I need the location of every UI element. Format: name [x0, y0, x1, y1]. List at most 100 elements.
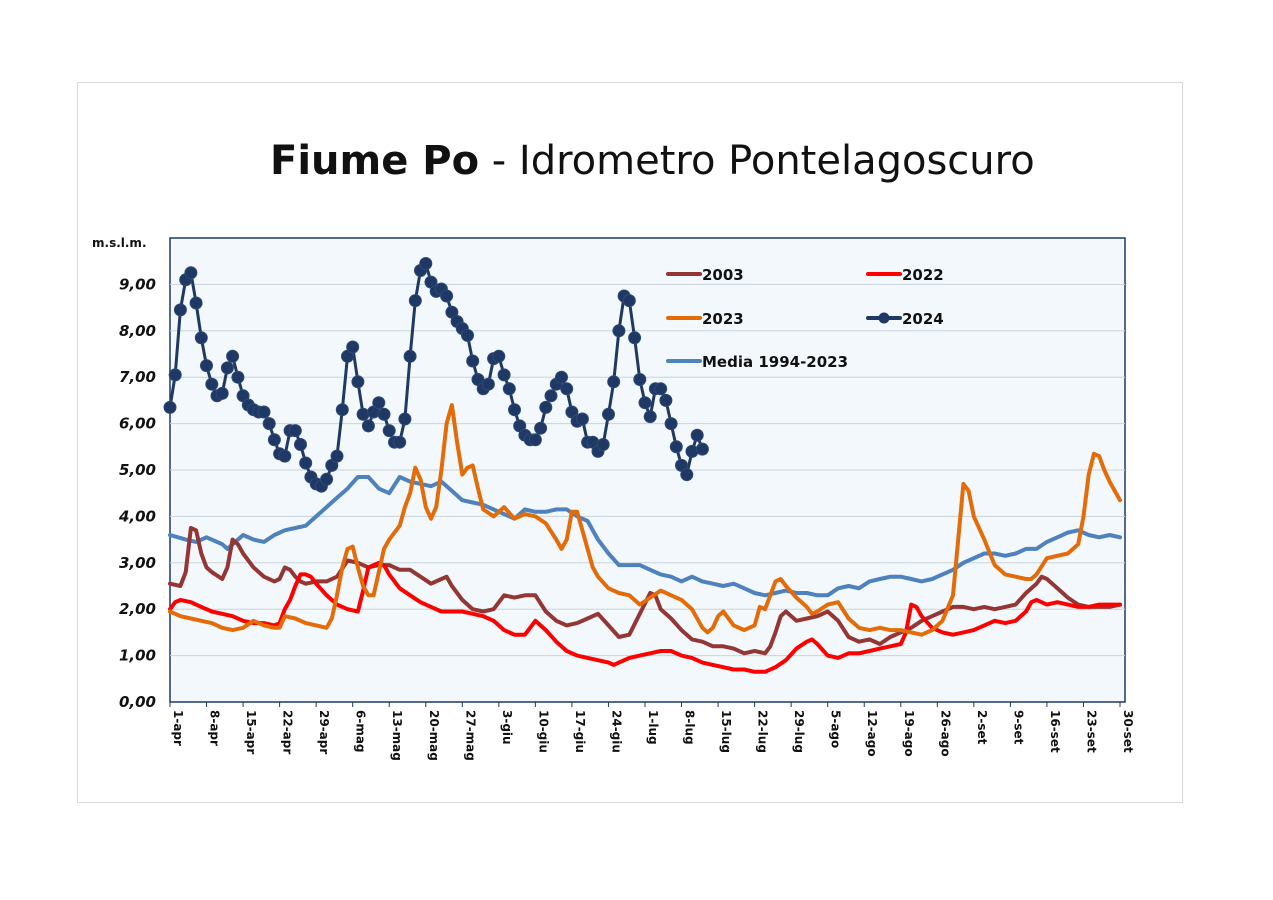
data-point-2024	[320, 472, 334, 486]
x-tick-label: 13-mag	[390, 710, 404, 761]
x-tick-label: 29-lug	[792, 710, 806, 753]
y-tick-label: 9,00	[119, 275, 156, 293]
data-point-2024	[497, 368, 511, 382]
x-tick-label: 27-mag	[463, 710, 477, 761]
data-point-2024	[466, 354, 480, 368]
series-line-media-1994-2023	[168, 475, 1122, 598]
data-point-2024	[502, 382, 516, 396]
series-layer	[163, 257, 1122, 674]
data-point-2024	[257, 405, 271, 419]
data-point-2024	[461, 328, 474, 342]
data-point-2024	[226, 349, 240, 363]
data-point-2024	[638, 396, 652, 410]
data-point-2024	[492, 349, 506, 363]
data-point-2024	[330, 449, 344, 463]
y-tick-label: 0,00	[119, 693, 156, 711]
data-point-2024	[372, 396, 386, 410]
data-point-2024	[555, 370, 568, 384]
chart-title: Fiume Po - Idrometro Pontelagoscuro	[270, 138, 1035, 184]
data-point-2024	[220, 361, 234, 375]
data-point-2024	[534, 421, 548, 435]
data-point-2024	[231, 370, 245, 384]
legend-marker-2024	[878, 312, 890, 324]
legend: 2003 2022 2023 2024 Media 1994-2023	[666, 266, 944, 371]
data-point-2024	[278, 449, 292, 463]
data-point-2024	[481, 377, 495, 391]
x-tick-label: 2-set	[975, 710, 989, 745]
data-point-2024	[382, 424, 396, 438]
data-point-2024	[262, 417, 276, 431]
data-point-2024	[356, 407, 370, 421]
x-tick-label: 15-apr	[244, 710, 258, 754]
data-point-2024	[575, 412, 589, 426]
data-point-2024	[267, 433, 281, 447]
data-point-2024	[173, 303, 187, 317]
data-point-2024	[440, 289, 454, 303]
data-point-2024	[596, 438, 610, 451]
y-tick-label: 5,00	[119, 461, 156, 479]
y-tick-label: 6,00	[119, 415, 156, 433]
data-point-2024	[633, 373, 647, 386]
y-tick-label: 3,00	[119, 554, 156, 572]
series-line-2023	[168, 403, 1122, 637]
chart-title-bold: Fiume Po	[270, 138, 480, 184]
legend-label-2024: 2024	[902, 310, 944, 328]
x-tick-label: 8-lug	[683, 710, 697, 745]
legend-label-2003: 2003	[702, 266, 744, 284]
y-axis-unit-label: m.s.l.m.	[92, 236, 147, 250]
data-point-2024	[299, 456, 313, 470]
data-point-2024	[168, 368, 182, 382]
data-point-2024	[602, 407, 615, 421]
data-point-2024	[184, 266, 198, 280]
data-point-2024	[393, 435, 407, 449]
data-point-2024	[539, 400, 553, 414]
x-tick-label: 6-mag	[354, 710, 368, 753]
data-point-2024	[622, 294, 636, 308]
x-tick-label: 5-ago	[829, 710, 843, 748]
x-tick-label: 29-apr	[317, 710, 331, 754]
data-point-2024	[664, 417, 678, 431]
data-point-2024	[659, 393, 673, 407]
data-point-2024	[690, 428, 704, 442]
data-point-2024	[294, 438, 307, 451]
x-tick-label: 26-ago	[938, 710, 952, 757]
data-point-2024	[351, 375, 365, 389]
data-point-2024	[508, 403, 521, 417]
x-tick-label: 12-ago	[865, 710, 879, 757]
data-point-2024	[200, 359, 213, 373]
data-point-2024	[377, 407, 391, 421]
data-point-2024	[163, 400, 177, 414]
y-tick-label: 4,00	[118, 507, 156, 525]
x-tick-label: 22-apr	[281, 710, 295, 754]
legend-label-2023: 2023	[702, 310, 744, 328]
data-point-2024	[680, 468, 694, 482]
data-point-2024	[628, 331, 642, 345]
x-tick-label: 24-giu	[609, 710, 623, 753]
x-axis-ticks: 1-apr 8-apr 15-apr 22-apr 29-apr 6-mag 13-mag 2…	[169, 702, 1135, 761]
x-tick-label: 10-giu	[536, 710, 550, 753]
x-tick-label: 1-apr	[171, 710, 185, 746]
legend-label-media-1994-2023: Media 1994-2023	[702, 353, 848, 371]
x-tick-label: 15-lug	[719, 710, 733, 753]
data-point-2024	[695, 442, 709, 456]
data-point-2024	[361, 419, 375, 433]
data-point-2024	[643, 410, 657, 424]
data-point-2024	[194, 331, 208, 345]
data-point-2024	[544, 389, 558, 403]
series-line-2022	[168, 560, 1122, 674]
data-point-2024	[205, 377, 219, 391]
x-tick-label: 30-set	[1121, 710, 1135, 753]
y-axis-ticks: 0,00 1,00 2,00 3,00 4,00 5,00 6,00 7,00 8,00 9,00	[118, 275, 156, 711]
x-tick-label: 1-lug	[646, 710, 660, 745]
data-point-2024	[560, 382, 574, 396]
x-tick-label: 22-lug	[756, 710, 770, 753]
data-point-2024	[335, 403, 349, 417]
data-point-2024	[408, 294, 422, 308]
x-tick-label: 23-set	[1084, 710, 1098, 753]
data-point-2024	[403, 349, 417, 363]
chart-title-rest: - Idrometro Pontelagoscuro	[479, 138, 1035, 184]
x-tick-label: 8-apr	[208, 710, 222, 746]
y-tick-label: 7,00	[119, 368, 156, 386]
x-tick-label: 3-giu	[500, 710, 514, 745]
